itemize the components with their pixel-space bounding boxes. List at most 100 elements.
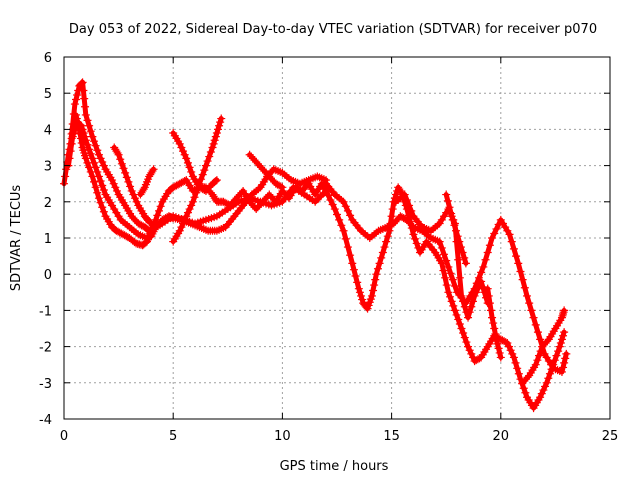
data-point-marker — [179, 147, 188, 156]
data-point-marker — [212, 129, 221, 138]
data-point-marker — [507, 237, 516, 246]
data-point-marker — [193, 184, 202, 193]
data-point-marker — [187, 167, 196, 176]
data-point-marker — [86, 149, 95, 158]
data-point-marker — [490, 229, 499, 238]
data-point-marker — [457, 324, 466, 333]
data-point-marker — [554, 347, 563, 356]
data-point-marker — [149, 165, 158, 174]
data-point-marker — [185, 163, 194, 172]
data-point-marker — [470, 357, 479, 366]
data-point-marker — [455, 273, 464, 282]
data-point-marker — [91, 141, 100, 150]
data-point-marker — [448, 275, 457, 284]
data-point-marker — [349, 265, 358, 274]
data-point-marker — [252, 205, 261, 214]
data-point-marker — [253, 159, 262, 168]
data-point-marker — [400, 190, 409, 199]
y-tick-label: -3 — [39, 377, 52, 392]
data-point-marker — [391, 217, 400, 226]
data-point-marker — [94, 150, 103, 159]
data-point-marker — [201, 186, 210, 195]
data-point-marker — [187, 201, 196, 210]
data-point-marker — [509, 353, 518, 362]
data-point-marker — [533, 356, 542, 365]
data-point-marker — [175, 179, 184, 188]
data-point-marker — [464, 313, 473, 322]
data-point-marker — [85, 121, 94, 130]
data-point-marker — [255, 161, 264, 170]
data-point-marker — [324, 191, 333, 200]
data-point-marker — [358, 295, 367, 304]
data-point-marker — [446, 269, 455, 278]
data-point-marker — [483, 284, 492, 293]
data-point-marker — [539, 340, 548, 349]
data-point-marker — [180, 215, 189, 224]
data-point-marker — [560, 358, 569, 367]
data-point-marker — [505, 230, 514, 239]
data-point-marker — [484, 291, 493, 300]
data-point-marker — [257, 163, 266, 172]
data-point-marker — [65, 154, 74, 163]
data-point-marker — [460, 333, 469, 342]
data-point-marker — [109, 179, 118, 188]
data-point-marker — [406, 219, 415, 228]
data-point-marker — [209, 139, 218, 148]
data-point-marker — [79, 129, 88, 138]
data-point-marker — [373, 264, 382, 273]
data-point-marker — [560, 328, 569, 337]
data-point-marker — [509, 244, 518, 253]
data-point-marker — [183, 208, 192, 217]
data-point-marker — [511, 358, 520, 367]
data-point-marker — [337, 221, 346, 230]
data-point-marker — [266, 192, 275, 201]
data-point-marker — [185, 205, 194, 214]
data-point-marker — [402, 215, 411, 224]
data-point-marker — [211, 176, 220, 185]
y-tick-label: 5 — [44, 87, 52, 102]
data-point-marker — [442, 256, 451, 265]
data-point-marker — [450, 221, 459, 230]
data-point-marker — [389, 219, 398, 228]
data-point-marker — [170, 182, 179, 191]
data-point-marker — [481, 255, 490, 264]
data-point-marker — [472, 356, 481, 365]
data-point-marker — [129, 214, 138, 223]
data-point-marker — [388, 205, 397, 214]
data-point-marker — [183, 158, 192, 167]
data-point-marker — [248, 154, 257, 163]
data-point-marker — [437, 243, 446, 252]
data-point-marker — [179, 177, 188, 186]
data-point-marker — [375, 259, 384, 268]
data-point-marker — [77, 121, 86, 130]
data-point-marker — [519, 384, 528, 393]
data-point-marker — [444, 262, 453, 271]
data-point-marker — [66, 147, 75, 156]
data-point-marker — [455, 237, 464, 246]
data-point-marker — [237, 188, 246, 197]
data-point-marker — [175, 226, 184, 235]
data-point-marker — [200, 166, 209, 175]
data-point-marker — [371, 275, 380, 284]
data-point-marker — [130, 238, 139, 247]
data-point-marker — [99, 161, 108, 170]
data-point-marker — [560, 306, 569, 315]
data-point-marker — [70, 100, 79, 109]
data-point-marker — [518, 275, 527, 284]
data-point-marker — [67, 129, 76, 138]
data-point-marker — [216, 118, 225, 127]
data-point-marker — [179, 219, 188, 228]
data-point-marker — [68, 119, 77, 128]
data-point-marker — [134, 219, 143, 228]
data-point-marker — [91, 163, 100, 172]
data-point-marker — [494, 344, 503, 353]
data-point-marker — [206, 148, 215, 157]
y-tick-label: 1 — [44, 232, 52, 247]
data-point-marker — [496, 353, 505, 362]
data-point-marker — [404, 217, 413, 226]
data-point-marker — [265, 172, 274, 181]
data-point-marker — [492, 224, 501, 233]
data-point-marker — [99, 186, 108, 195]
data-point-marker — [94, 172, 103, 181]
